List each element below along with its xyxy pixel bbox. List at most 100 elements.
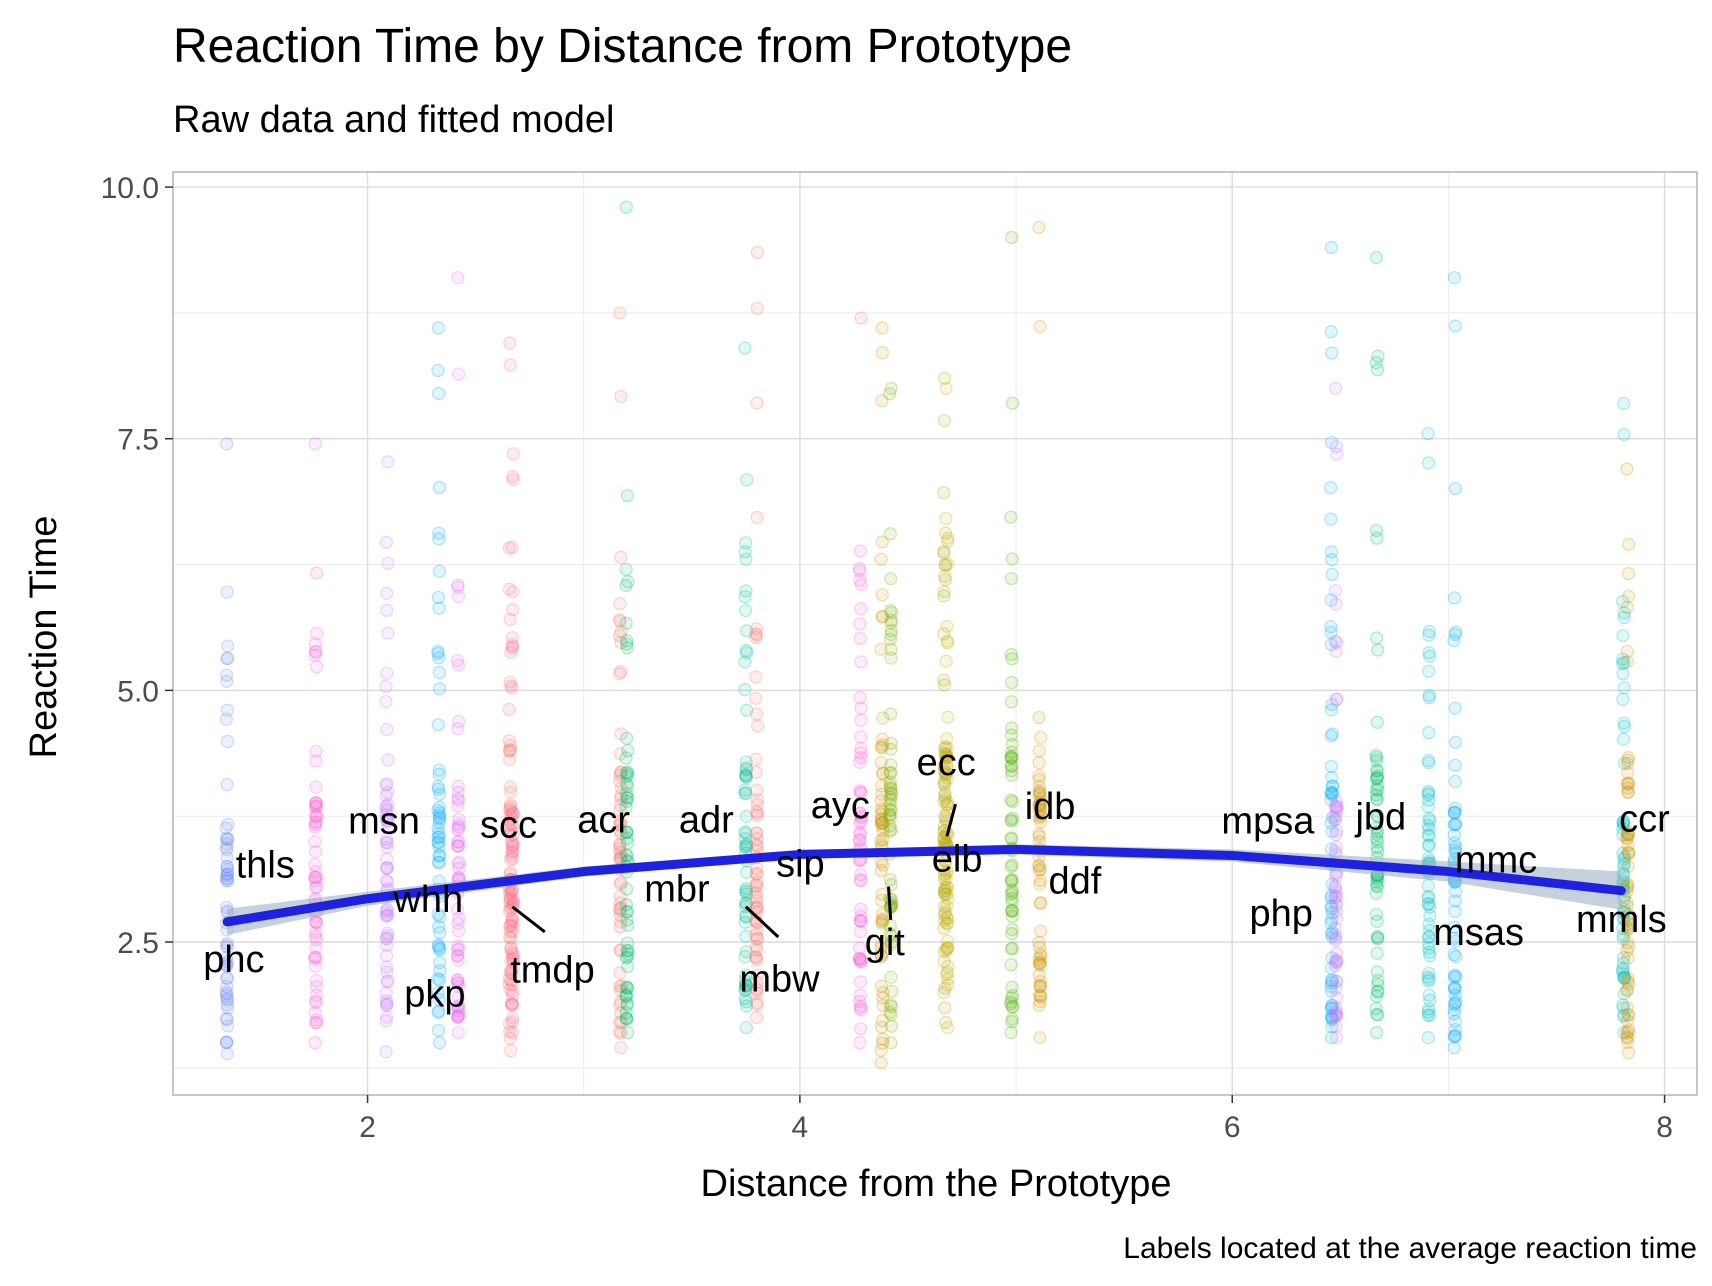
- data-point: [937, 673, 951, 687]
- data-point: [875, 916, 889, 931]
- data-point: [1004, 831, 1018, 845]
- data-point: [452, 924, 466, 938]
- data-point: [1421, 838, 1435, 852]
- data-point: [1617, 814, 1631, 828]
- data-point: [883, 824, 897, 838]
- data-point: [613, 838, 627, 853]
- data-point: [1329, 974, 1344, 988]
- data-point: [1371, 984, 1385, 998]
- data-point: [613, 747, 628, 761]
- data-point: [221, 874, 235, 888]
- data-point: [853, 631, 867, 645]
- data-point: [1621, 589, 1636, 603]
- data-point: [1617, 970, 1632, 984]
- data-point: [309, 660, 324, 674]
- data-point: [739, 840, 753, 855]
- data-point: [620, 489, 635, 503]
- data-point: [432, 767, 446, 781]
- data-point: [1370, 715, 1384, 729]
- data-point: [1448, 801, 1462, 815]
- data-point: [1620, 920, 1635, 934]
- data-point: [1621, 766, 1635, 780]
- data-point: [1005, 721, 1019, 735]
- data-point: [939, 767, 954, 781]
- series-label-adr: adr: [679, 799, 734, 841]
- data-point: [1033, 795, 1048, 809]
- data-point: [1447, 1030, 1461, 1044]
- data-point: [1620, 776, 1634, 790]
- data-point: [1328, 799, 1342, 814]
- data-point: [431, 830, 445, 844]
- data-point: [506, 914, 520, 928]
- data-point: [308, 835, 322, 849]
- data-point: [1325, 913, 1339, 927]
- data-point: [502, 702, 516, 717]
- data-point: [939, 750, 953, 764]
- data-point: [432, 601, 446, 615]
- data-point: [1329, 981, 1343, 995]
- data-point: [1620, 655, 1635, 669]
- data-point: [1005, 904, 1019, 918]
- chart-title: Reaction Time by Distance from Prototype: [173, 20, 1072, 73]
- data-point: [1005, 832, 1019, 846]
- data-point: [613, 841, 627, 856]
- data-point: [739, 910, 753, 924]
- data-point: [1005, 652, 1019, 666]
- data-point: [613, 845, 627, 859]
- data-point: [621, 981, 635, 995]
- data-point: [309, 845, 323, 859]
- data-point: [1620, 1030, 1634, 1044]
- data-point: [874, 755, 888, 770]
- data-point: [432, 993, 446, 1007]
- data-point: [1324, 927, 1338, 941]
- data-point: [1370, 946, 1384, 960]
- data-point: [1328, 812, 1343, 826]
- data-point: [1616, 828, 1630, 842]
- data-point: [750, 510, 764, 525]
- data-point: [749, 867, 763, 881]
- data-point: [502, 1017, 517, 1031]
- data-point: [1422, 756, 1436, 770]
- data-point: [750, 975, 764, 989]
- data-point: [750, 797, 764, 812]
- data-point: [938, 740, 953, 754]
- data-point: [432, 830, 446, 844]
- data-point: [1620, 923, 1635, 937]
- data-point: [432, 826, 446, 841]
- data-point: [853, 783, 867, 798]
- data-point: [1617, 427, 1631, 442]
- data-point: [309, 815, 323, 829]
- data-point: [506, 844, 520, 858]
- data-point: [1032, 829, 1046, 843]
- data-point: [739, 809, 753, 824]
- data-point: [505, 637, 519, 652]
- data-point: [1004, 958, 1018, 972]
- data-point: [938, 792, 952, 806]
- series-label-mpsa: mpsa: [1221, 800, 1315, 842]
- data-point: [451, 1025, 466, 1040]
- data-point: [1329, 904, 1344, 918]
- data-point: [854, 786, 869, 800]
- data-point: [612, 1015, 627, 1029]
- data-point: [739, 968, 753, 982]
- data-point: [1032, 957, 1046, 971]
- data-point: [1324, 899, 1338, 913]
- data-point: [740, 763, 754, 777]
- data-point: [1329, 953, 1343, 967]
- data-point: [739, 826, 753, 840]
- data-point: [432, 526, 446, 540]
- data-point: [433, 910, 447, 924]
- data-point: [379, 812, 393, 826]
- data-point: [379, 1045, 393, 1059]
- data-point: [619, 766, 634, 780]
- data-point: [1330, 804, 1344, 818]
- data-point: [1032, 859, 1046, 873]
- data-point: [220, 734, 235, 749]
- data-point: [1422, 793, 1436, 807]
- data-point: [451, 823, 465, 837]
- data-point: [1004, 859, 1018, 874]
- data-point: [938, 746, 952, 760]
- data-point: [379, 695, 393, 709]
- data-point: [433, 964, 447, 978]
- data-point: [381, 908, 395, 922]
